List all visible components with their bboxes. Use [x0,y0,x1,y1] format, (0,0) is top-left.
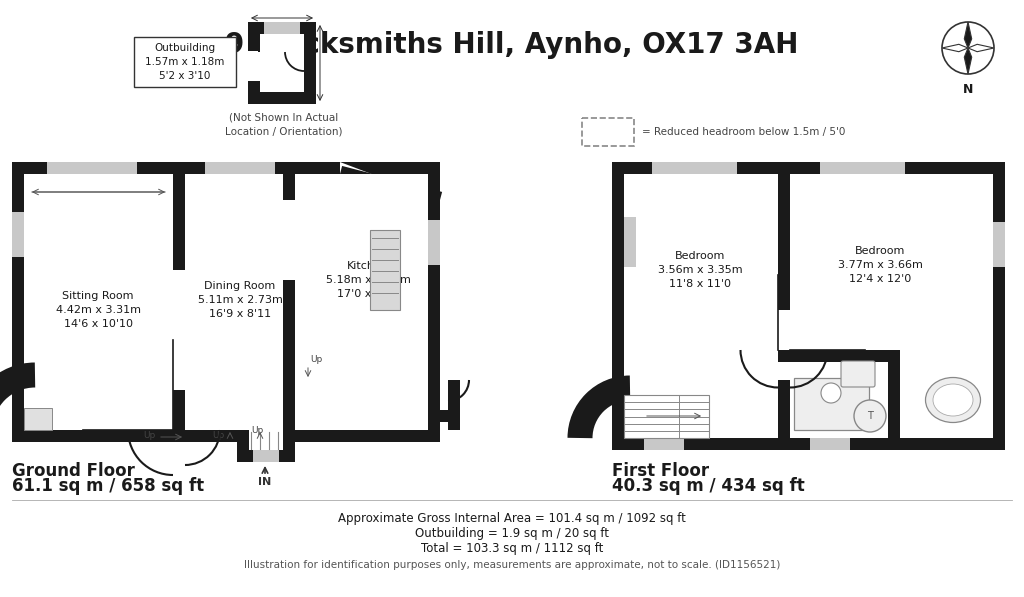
Bar [652,162,737,174]
Polygon shape [925,162,1005,207]
Text: 40.3 sq m / 434 sq ft: 40.3 sq m / 434 sq ft [612,477,805,495]
Text: Kitchen
5.18m x 3.04m
17'0 x 10'0: Kitchen 5.18m x 3.04m 17'0 x 10'0 [326,261,411,299]
Bar [790,362,888,438]
Ellipse shape [926,377,981,423]
Bar [778,162,790,450]
Text: Up: Up [251,426,263,435]
Text: IN: IN [258,477,271,487]
Text: Approximate Gross Internal Area = 101.4 sq m / 1092 sq ft: Approximate Gross Internal Area = 101.4 … [338,512,686,525]
Bar [295,174,428,430]
Bar [47,162,137,174]
Bar [370,230,400,310]
Bar [12,162,24,442]
Text: Up: Up [142,430,155,439]
Text: Illustration for identification purposes only, measurements are approximate, not: Illustration for identification purposes… [244,560,780,570]
Bar [185,162,307,174]
Bar [888,350,900,450]
Bar [237,430,295,462]
Bar [582,118,634,146]
Text: Bedroom
3.77m x 3.66m
12'4 x 12'0: Bedroom 3.77m x 3.66m 12'4 x 12'0 [838,246,923,284]
Bar [810,438,850,450]
Bar [612,162,624,450]
Text: Outbuilding
1.57m x 1.18m
5'2 x 3'10: Outbuilding 1.57m x 1.18m 5'2 x 3'10 [145,43,224,81]
Bar [185,430,295,442]
Bar [260,34,304,92]
Text: Outbuilding = 1.9 sq m / 20 sq ft: Outbuilding = 1.9 sq m / 20 sq ft [415,527,609,540]
Text: Sitting Room
4.42m x 3.31m
14'6 x 10'10: Sitting Room 4.42m x 3.31m 14'6 x 10'10 [55,291,140,329]
Bar [624,174,993,438]
Polygon shape [968,44,994,52]
Text: First Floor: First Floor [612,462,710,480]
Text: Up: Up [310,355,323,365]
Text: 9 Blacksmiths Hill, Aynho, OX17 3AH: 9 Blacksmiths Hill, Aynho, OX17 3AH [225,31,799,59]
Bar [24,408,52,430]
Bar [794,378,869,430]
Bar [248,51,260,81]
Polygon shape [965,22,972,48]
Bar [428,200,440,442]
Bar [248,22,316,104]
Bar [993,162,1005,450]
Bar [295,430,440,442]
Polygon shape [930,174,993,209]
Text: Bedroom
3.56m x 3.35m
11'8 x 11'0: Bedroom 3.56m x 3.35m 11'8 x 11'0 [657,251,742,289]
Bar [173,270,185,390]
Bar [12,162,185,174]
Polygon shape [340,162,440,200]
Bar [624,395,709,438]
Polygon shape [340,174,428,205]
Bar [428,220,440,265]
Bar [993,222,1005,267]
Bar [173,162,185,442]
Bar [12,212,24,257]
Text: (Not Shown In Actual
Location / Orientation): (Not Shown In Actual Location / Orientat… [225,112,343,136]
Text: Up: Up [212,430,224,439]
Polygon shape [942,44,968,52]
Bar [612,438,1005,450]
Text: Ground Floor: Ground Floor [12,462,135,480]
Bar [624,217,636,267]
Ellipse shape [933,384,973,416]
Text: 61.1 sq m / 658 sq ft: 61.1 sq m / 658 sq ft [12,477,204,495]
Bar [12,430,185,442]
Bar [264,22,300,34]
Circle shape [821,383,841,403]
Bar [778,310,790,380]
Bar [428,410,460,422]
Text: Total = 103.3 sq m / 1112 sq ft: Total = 103.3 sq m / 1112 sq ft [421,542,603,555]
Bar [283,162,295,442]
Bar [449,380,460,430]
Polygon shape [965,48,972,74]
Bar [820,162,905,174]
Bar [24,408,52,430]
FancyBboxPatch shape [134,37,236,87]
Bar [24,174,173,430]
Bar [778,350,900,362]
Circle shape [854,400,886,432]
Bar [253,450,279,462]
Bar [205,162,275,174]
Bar [185,174,283,430]
Bar [258,34,260,52]
Text: N: N [963,83,973,96]
Text: T: T [867,411,872,421]
Bar [612,162,1005,174]
Bar [295,162,340,174]
Text: C: C [29,414,36,424]
Bar [644,438,684,450]
Bar [283,200,295,280]
Text: Dining Room
5.11m x 2.73m
16'9 x 8'11: Dining Room 5.11m x 2.73m 16'9 x 8'11 [198,281,283,319]
Text: = Reduced headroom below 1.5m / 5'0: = Reduced headroom below 1.5m / 5'0 [642,127,846,137]
Bar [370,230,400,310]
Text: Dn: Dn [626,411,639,420]
Bar [249,430,283,450]
FancyBboxPatch shape [841,361,874,387]
